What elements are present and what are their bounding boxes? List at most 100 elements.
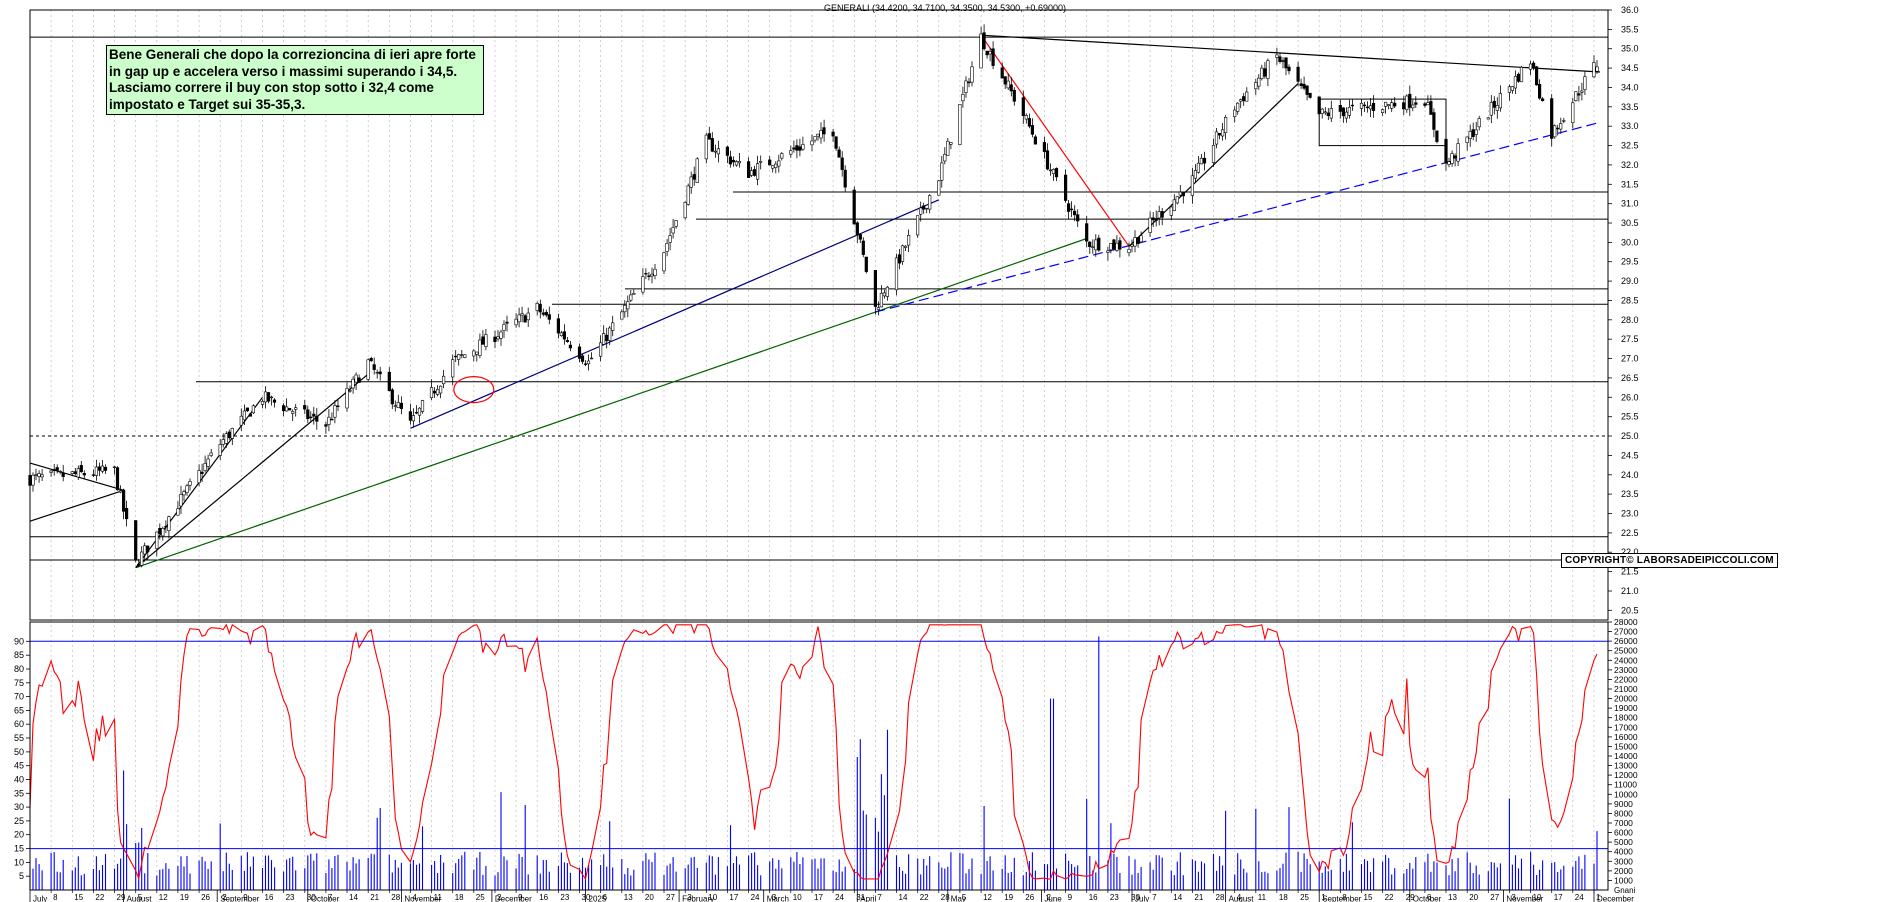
candle-body-184 xyxy=(801,144,805,150)
oscillator-line xyxy=(29,623,1608,881)
candle-55 xyxy=(260,399,265,409)
price-tick-label-17: 29.0 xyxy=(1621,276,1639,286)
candle-body-195 xyxy=(852,189,856,225)
candle-100 xyxy=(451,354,455,386)
candle-body-74 xyxy=(336,405,340,407)
candle-197 xyxy=(858,233,862,243)
candle-289 xyxy=(1245,87,1249,102)
candle-233 xyxy=(1009,77,1013,97)
candle-body-273 xyxy=(1178,191,1182,196)
month-label-3: October xyxy=(311,895,340,902)
candle-body-262 xyxy=(1133,237,1137,247)
candle-body-44 xyxy=(209,452,213,456)
candle-body-307 xyxy=(1323,111,1327,114)
candle-body-53 xyxy=(248,413,253,417)
candle-body-368 xyxy=(1580,90,1584,93)
candle-body-202 xyxy=(879,292,883,308)
candle-body-315 xyxy=(1359,102,1364,109)
candle-43 xyxy=(206,454,210,471)
candle-body-352 xyxy=(1513,76,1517,89)
candle-body-81 xyxy=(369,357,373,362)
price-tick-label-13: 27.0 xyxy=(1621,354,1639,364)
candle-body-32 xyxy=(161,528,165,537)
candle-body-272 xyxy=(1175,196,1179,204)
candle-body-51 xyxy=(242,410,247,421)
candle-107 xyxy=(478,333,482,359)
candle-body-186 xyxy=(813,136,817,141)
candle-body-243 xyxy=(1051,169,1056,174)
candle-136 xyxy=(601,325,606,345)
day-tick-label-0: 8 xyxy=(53,893,58,902)
candle-body-23 xyxy=(122,489,126,512)
day-tick-label-61: 8 xyxy=(1342,893,1347,902)
vol-tick-label-24: 25000 xyxy=(1614,646,1638,656)
candle-281 xyxy=(1214,128,1219,149)
trendline-red xyxy=(980,34,1130,247)
candle-179 xyxy=(780,151,784,161)
candle-body-208 xyxy=(903,245,908,248)
candle-body-137 xyxy=(605,334,609,342)
oscillator-panel-frame xyxy=(29,621,1609,891)
month-label-17: December xyxy=(1597,895,1634,902)
candle-237 xyxy=(1027,113,1031,129)
candle-145 xyxy=(641,268,645,295)
candle-198 xyxy=(861,237,865,258)
candle-250 xyxy=(1085,216,1089,248)
candle-body-4 xyxy=(40,474,44,478)
candle-body-318 xyxy=(1368,105,1373,110)
candle-325 xyxy=(1402,95,1406,115)
candle-34 xyxy=(167,515,171,539)
candle-body-319 xyxy=(1371,103,1376,111)
candle-body-214 xyxy=(928,195,932,210)
candle-351 xyxy=(1510,86,1514,94)
candle-70 xyxy=(324,421,328,434)
candle-42 xyxy=(203,455,207,473)
candle-body-293 xyxy=(1263,68,1267,77)
candle-121 xyxy=(538,299,542,319)
candle-147 xyxy=(647,272,651,281)
candle-body-335 xyxy=(1444,138,1448,164)
candle-146 xyxy=(644,268,648,280)
candle-body-64 xyxy=(294,407,298,410)
candle-150 xyxy=(662,252,666,274)
candle-body-354 xyxy=(1519,67,1524,83)
candle-body-98 xyxy=(438,385,443,394)
candle-body-330 xyxy=(1423,103,1427,106)
candle-body-226 xyxy=(982,32,986,50)
candle-37 xyxy=(182,489,186,502)
candle-371 xyxy=(1595,60,1599,74)
day-tick-label-66: 13 xyxy=(1448,893,1457,902)
candle-body-52 xyxy=(245,407,250,412)
candle-261 xyxy=(1130,239,1134,253)
vol-tick-label-17: 18000 xyxy=(1614,713,1638,723)
candle-220 xyxy=(958,104,962,146)
candle-168 xyxy=(734,160,739,167)
candle-body-188 xyxy=(819,130,823,139)
candle-215 xyxy=(937,179,941,196)
candle-body-187 xyxy=(816,133,820,137)
candle-86 xyxy=(390,387,394,409)
candle-body-229 xyxy=(991,48,995,66)
candle-body-302 xyxy=(1302,83,1306,89)
candle-body-256 xyxy=(1109,243,1113,251)
candle-body-106 xyxy=(475,351,479,355)
candle-body-16 xyxy=(94,466,98,476)
price-tick-label-6: 23.5 xyxy=(1621,489,1639,499)
candle-body-275 xyxy=(1190,175,1194,196)
candle-body-322 xyxy=(1387,104,1391,107)
candle-96 xyxy=(432,387,437,398)
candle-40 xyxy=(197,464,201,487)
candle-body-290 xyxy=(1254,82,1258,90)
candle-328 xyxy=(1411,100,1415,112)
candle-body-80 xyxy=(366,359,370,380)
candle-74 xyxy=(336,398,340,411)
candle-38 xyxy=(185,483,189,496)
candle-25 xyxy=(134,520,138,563)
candle-body-1 xyxy=(31,474,35,486)
candle-177 xyxy=(774,161,778,174)
candle-266 xyxy=(1151,212,1155,227)
candle-284 xyxy=(1224,115,1228,140)
price-tick-label-25: 33.0 xyxy=(1621,121,1639,131)
candle-body-254 xyxy=(1097,237,1101,251)
candle-218 xyxy=(946,138,950,156)
